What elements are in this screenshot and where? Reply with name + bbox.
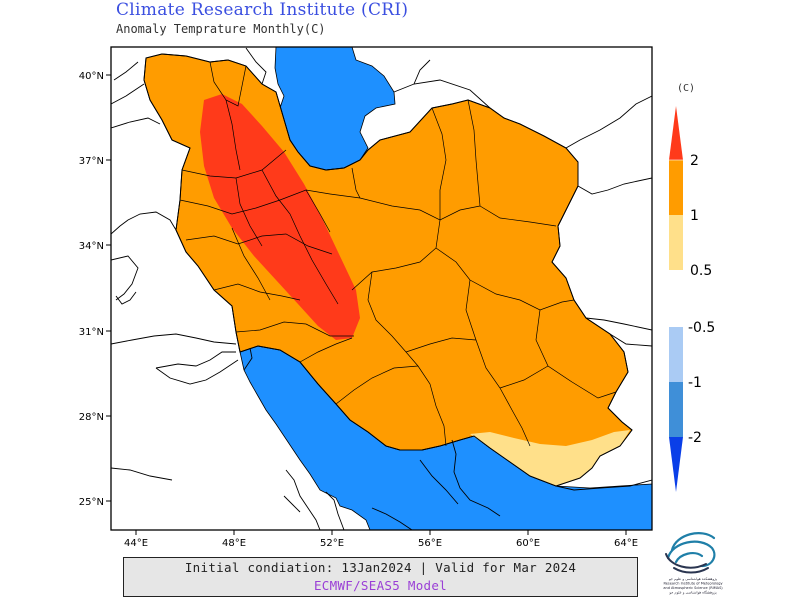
lat-tick-label: 34°N	[79, 241, 104, 252]
lon-axis	[135, 530, 627, 535]
lat-tick-label: 25°N	[79, 497, 104, 508]
colorbar-swatch-neg-2	[669, 437, 683, 492]
colorbar-label: 0.5	[690, 263, 712, 279]
lon-tick-label: 52°E	[320, 538, 344, 549]
colorbar-label: 2	[690, 153, 699, 169]
page-title: Climate Research Institute (CRI)	[116, 0, 409, 20]
logo-caption-line: and Atmospheric Science (RIMAS)	[663, 586, 723, 590]
logo-caption-line: پژوهشگاه هواشناسی و علوم جو	[668, 590, 716, 596]
lat-tick-label: 31°N	[79, 327, 104, 338]
colorbar-label: 1	[690, 208, 699, 224]
colorbar-swatch-neg-0-5	[669, 327, 683, 382]
colorbar-swatch-0-5	[669, 215, 683, 270]
colorbar-label: -1	[688, 375, 702, 391]
colorbar-unit: (C)	[677, 83, 695, 94]
lon-tick-label: 64°E	[614, 538, 638, 549]
anomaly-0-5-zone	[470, 430, 630, 486]
province-boundaries	[179, 61, 617, 447]
anomaly-2-zone	[200, 94, 360, 340]
iran-border	[143, 53, 633, 487]
lat-tick-label: 37°N	[79, 156, 104, 167]
forecast-info-box: Initial condiation: 13Jan2024 | Valid fo…	[123, 557, 638, 597]
colorbar-swatch-2	[669, 106, 683, 160]
colorbar-label: -2	[688, 430, 702, 446]
lon-tick-label: 48°E	[222, 538, 246, 549]
colorbar-swatch-1	[669, 160, 683, 215]
lon-tick-label: 44°E	[124, 538, 148, 549]
logo-caption-line: پژوهشکده هواشناسی و علوم جو	[668, 577, 717, 582]
lat-axis	[106, 74, 111, 502]
page-subtitle: Anomaly Temprature Monthly(C)	[116, 22, 326, 36]
colorbar-label: -0.5	[688, 320, 715, 336]
colorbar: (C) 2 1 0.5 -0.5 -1 -2	[669, 83, 715, 492]
map-frame	[110, 46, 653, 531]
logo-caption-line: Research Institute of Meteorology	[663, 582, 722, 586]
colorbar-swatch-neg-1	[669, 382, 683, 437]
lat-tick-label: 28°N	[79, 412, 104, 423]
lon-tick-label: 56°E	[418, 538, 442, 549]
lat-tick-label: 40°N	[79, 71, 104, 82]
lon-tick-label: 60°E	[516, 538, 540, 549]
model-name-text: ECMWF/SEAS5 Model	[313, 578, 448, 593]
initial-condition-text: Initial condiation: 13Jan2024 | Valid fo…	[184, 560, 577, 575]
country-borders	[111, 47, 652, 530]
